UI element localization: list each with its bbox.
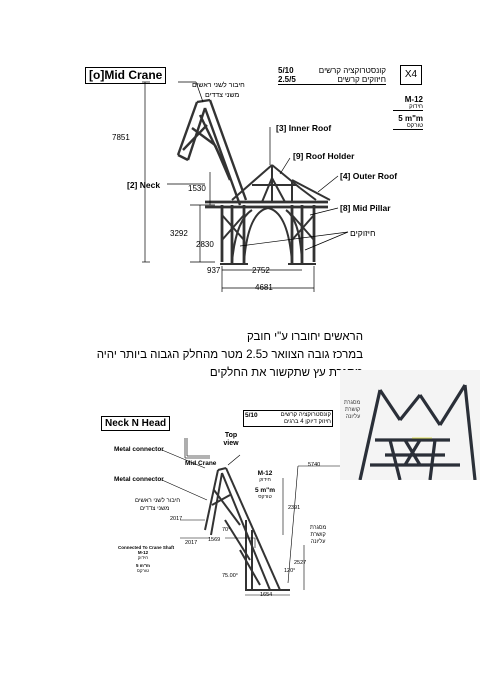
bottom-spec-m12-heb: חידוק (259, 477, 271, 483)
frame-label3: עליונה (310, 539, 326, 545)
top-view-label: Top view (220, 432, 242, 448)
heads-note2: משני צדדים (205, 92, 240, 99)
label-neck: [2] Neck (127, 180, 161, 190)
render-label1: מסגרת (344, 400, 361, 406)
label-reinforcements: חיזוקים (350, 228, 376, 238)
dim-75deg: 75.00° (222, 573, 238, 579)
dim-2527: 2527 (294, 560, 307, 566)
dim-2391: 2391 (288, 505, 301, 511)
render-label2: קושרת (345, 407, 361, 413)
connected-heb: חידוק (137, 555, 149, 560)
bottom-spec-torque: 5 m"m (254, 487, 276, 494)
connected-torque: 5 m"m (136, 563, 150, 568)
header-block: 5/10 קונסטרוקציה קרשים 2.5/5 חיזוקים קרש… (278, 66, 386, 85)
frame-label: מסגרת קושרת עליונה (310, 525, 326, 546)
connected-text: Connected To Crane Shaft (118, 545, 175, 550)
mid-crane-drawing (142, 81, 349, 292)
dim-5740: 5740 (308, 462, 321, 468)
bottom-spec-torque-heb: טורקס (258, 494, 272, 500)
note-line1: הראשים יחוברו ע"י חובק (246, 331, 363, 343)
spec-torque: 5 m"m (398, 114, 423, 123)
dim-2017a: 2017 (170, 516, 183, 522)
render-label3: עליונה (345, 414, 361, 420)
assembly-note: הראשים יחוברו ע"י חובק במרכז גובה הצוואר… (97, 328, 363, 382)
bottom-spec-m12: M-12 (257, 470, 273, 477)
dim-2017b: 2017 (185, 540, 198, 546)
heads-note: חיבור לשני ראשים (192, 82, 245, 89)
mid-crane-label: Mid Crane (185, 460, 217, 467)
dim-3292: 3292 (170, 229, 188, 238)
frame-label2: קושרת (310, 532, 326, 538)
dim-937: 937 (207, 266, 221, 275)
top-view-text: Top view (223, 432, 239, 447)
bottom-header-frac: 5/10 (245, 412, 258, 419)
dim-70deg: 70° (222, 527, 231, 533)
multiplier-text: X4 (404, 69, 418, 80)
metal-connector-2: Metal connector (114, 476, 164, 483)
note-line3: מסגרת עץ שתקשור את החלקים (209, 367, 363, 379)
dim-1569: 1569 (208, 537, 221, 543)
header-hebrew2: חיזוקים קרשים (337, 75, 386, 84)
connected-note: Connected To Crane Shaft M-12 חידוק 5 m"… (118, 545, 175, 573)
dim-4681: 4681 (255, 283, 273, 292)
spec-m12: M-12 (404, 95, 423, 104)
render-structure (358, 384, 477, 480)
header-frac1: 5/10 (278, 66, 294, 75)
bottom-heads-note2: משני צדדים (140, 506, 170, 512)
dim-1654: 1654 (260, 592, 273, 598)
dim-120deg: 120° (284, 568, 296, 574)
dim-1530: 1530 (188, 184, 206, 193)
neck-head-title: Neck N Head (101, 416, 171, 431)
dim-2752: 2752 (252, 266, 270, 275)
note-line2: במרכז גובה הצוואר כ2.5 מטר מהחלק הגבוה ב… (96, 349, 363, 361)
header-hebrew: קונסטרוקציה קרשים (318, 66, 386, 75)
connected-torque-heb: טורקס (136, 568, 150, 573)
dim-total-height: 7851 (112, 133, 130, 142)
label-inner-roof: [3] Inner Roof (276, 123, 332, 133)
bottom-spec: M-12 חידוק 5 m"m טורקס (253, 470, 277, 500)
label-roof-holder: [9] Roof Holder (293, 151, 355, 161)
header-frac2: 2.5/5 (278, 75, 296, 84)
label-outer-roof: [4] Outer Roof (340, 171, 398, 181)
dim-2830: 2830 (196, 240, 214, 249)
metal-connector-1: Metal connector (114, 446, 164, 453)
spec-m12-heb: חידוק (393, 104, 423, 111)
render-image: מסגרת קושרת עליונה (340, 370, 480, 480)
multiplier-badge: X4 (400, 65, 422, 85)
spec-torque-heb: טורקס (393, 123, 423, 130)
spec-block: M-12 חידוק 5 m"m טורקס (393, 95, 423, 130)
bottom-header-hebrew: קונסטרוקציה קרשים (280, 412, 331, 418)
connected-m12: M-12 (137, 550, 149, 555)
bottom-heads-note: חיבור לשני ראשים (135, 498, 181, 504)
render-label: מסגרת קושרת עליונה (344, 400, 360, 421)
label-mid-pillar: [8] Mid Pillar (340, 203, 391, 213)
mid-crane-title: [o]Mid Crane (85, 67, 167, 84)
frame-label1: מסגרת (310, 525, 327, 531)
bottom-header: 5/10 קונסטרוקציה קרשים חיזוק דיוקן 4 ברג… (243, 410, 333, 427)
bottom-header-hebrew2: חיזוק דיוקן 4 ברגים (284, 419, 331, 425)
